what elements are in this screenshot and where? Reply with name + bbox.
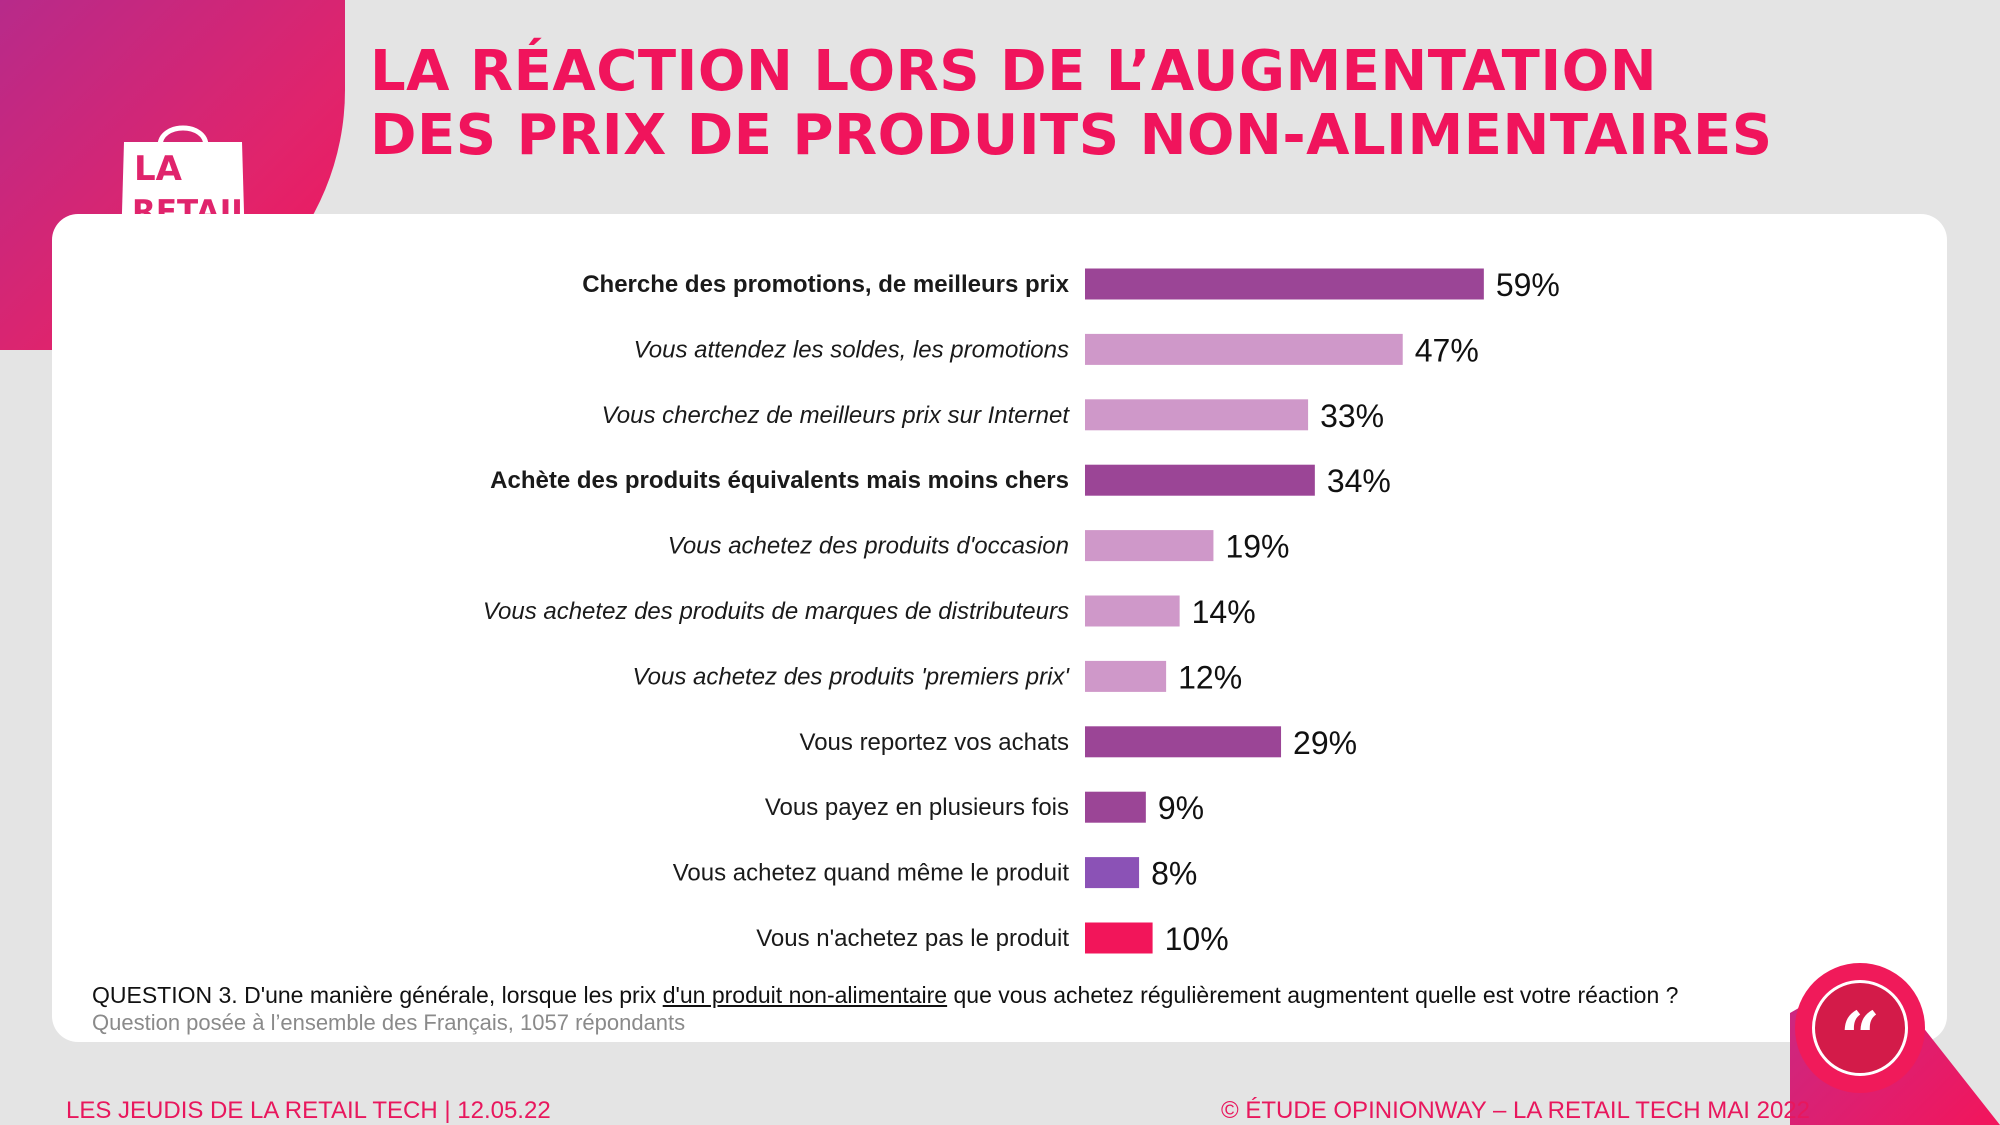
value-label: 8% bbox=[1151, 856, 1197, 892]
value-label: 19% bbox=[1225, 529, 1289, 565]
value-label: 34% bbox=[1327, 463, 1391, 499]
bar bbox=[1085, 399, 1309, 431]
value-label: 10% bbox=[1165, 921, 1229, 957]
bar bbox=[1085, 464, 1315, 496]
sample-note: Question posée à l’ensemble des Français… bbox=[92, 1010, 686, 1035]
question-text: QUESTION 3. D'une manière générale, lors… bbox=[92, 982, 1678, 1009]
title-line-1: LA RÉACTION LORS DE L’AUGMENTATION bbox=[370, 39, 1658, 104]
category-label: Vous achetez des produits 'premiers prix… bbox=[633, 663, 1071, 690]
value-label: 33% bbox=[1320, 398, 1384, 434]
footer-right: © ÉTUDE OPINIONWAY – LA RETAIL TECH MAI … bbox=[1221, 1097, 1810, 1124]
category-label: Vous achetez quand même le produit bbox=[673, 860, 1070, 887]
category-label: Vous cherchez de meilleurs prix sur Inte… bbox=[602, 402, 1071, 429]
bar bbox=[1085, 595, 1180, 627]
value-label: 59% bbox=[1496, 267, 1560, 303]
category-label: Vous achetez des produits d'occasion bbox=[668, 533, 1069, 560]
bar bbox=[1085, 268, 1484, 300]
value-label: 47% bbox=[1415, 332, 1479, 368]
bar bbox=[1085, 726, 1282, 758]
question-prefix: QUESTION 3. D'une manière générale, lors… bbox=[92, 982, 663, 1008]
question-underlined: d'un produit non-alimentaire bbox=[662, 982, 948, 1008]
value-label: 9% bbox=[1158, 790, 1204, 826]
bar bbox=[1085, 791, 1146, 823]
category-label: Vous payez en plusieurs fois bbox=[765, 794, 1069, 821]
category-label: Vous n'achetez pas le produit bbox=[756, 925, 1069, 952]
category-label: Vous reportez vos achats bbox=[800, 729, 1069, 756]
title-line-2: DES PRIX DE PRODUITS NON-ALIMENTAIRES bbox=[370, 103, 1773, 168]
category-label: Cherche des promotions, de meilleurs pri… bbox=[582, 271, 1069, 298]
bar bbox=[1085, 530, 1214, 562]
category-label: Vous achetez des produits de marques de … bbox=[483, 598, 1069, 625]
footer-left: LES JEUDIS DE LA RETAIL TECH | 12.05.22 bbox=[66, 1097, 551, 1124]
bar bbox=[1085, 922, 1153, 954]
chart-panel: Cherche des promotions, de meilleurs pri… bbox=[52, 214, 1947, 1042]
bar-chart: Cherche des promotions, de meilleurs pri… bbox=[52, 214, 1947, 974]
quote-badge: “ bbox=[1795, 963, 1925, 1093]
bar bbox=[1085, 857, 1140, 889]
quote-icon: “ bbox=[1812, 980, 1908, 1079]
bar bbox=[1085, 660, 1167, 692]
value-label: 12% bbox=[1178, 659, 1242, 695]
bar-chart-svg: Cherche des promotions, de meilleurs pri… bbox=[483, 267, 1560, 957]
category-label: Achète des produits équivalents mais moi… bbox=[490, 467, 1069, 494]
logo-text-la: LA bbox=[134, 149, 183, 189]
value-label: 29% bbox=[1293, 725, 1357, 761]
bar bbox=[1085, 333, 1403, 365]
page-title: LA RÉACTION LORS DE L’AUGMENTATION DES P… bbox=[370, 40, 1773, 168]
category-label: Vous attendez les soldes, les promotions bbox=[634, 336, 1069, 363]
value-label: 14% bbox=[1192, 594, 1256, 630]
question-suffix: que vous achetez régulièrement augmenten… bbox=[947, 982, 1679, 1008]
